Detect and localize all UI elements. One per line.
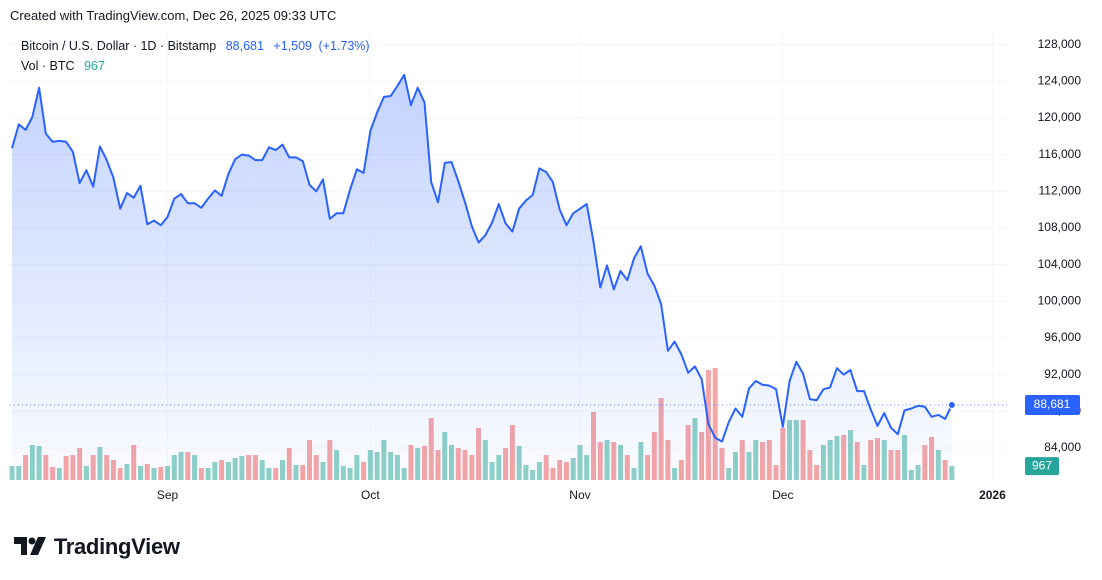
- brand-logo: TradingView: [14, 532, 180, 560]
- volume-name: Vol · BTC: [21, 59, 75, 73]
- last-volume: 967: [83, 59, 105, 73]
- logo-icon: [14, 537, 46, 555]
- price-change: +1,509: [273, 39, 312, 53]
- price-change-percent: (+1.73%): [318, 39, 370, 53]
- volume-badge-label: 967: [1032, 458, 1052, 472]
- y-tick-label: 124,000: [1038, 73, 1082, 87]
- price-line: [11, 73, 953, 443]
- created-note: Created with TradingView.com, Dec 26, 20…: [10, 8, 337, 23]
- x-tick-label: Nov: [569, 488, 590, 502]
- x-tick-label: Oct: [361, 488, 380, 502]
- y-tick-label: 104,000: [1038, 257, 1082, 271]
- volume-bar: [712, 368, 718, 480]
- last-price-dot: [947, 401, 956, 410]
- price-legend: Bitcoin / U.S. Dollar · 1D · Bitstamp 88…: [21, 39, 376, 53]
- price-area: [12, 74, 952, 481]
- y-tick-label: 96,000: [1044, 330, 1081, 344]
- symbol-name: Bitcoin / U.S. Dollar · 1D · Bitstamp: [21, 39, 217, 53]
- y-tick-label: 120,000: [1038, 110, 1082, 124]
- y-tick-label: 128,000: [1038, 37, 1082, 51]
- x-tick-label: 2026: [979, 488, 1006, 502]
- y-tick-label: 84,000: [1044, 440, 1081, 454]
- x-tick-label: Dec: [772, 488, 793, 502]
- y-tick-label: 112,000: [1039, 183, 1082, 197]
- y-tick-label: 92,000: [1044, 367, 1081, 381]
- last-price-badge-label: 88,681: [1034, 397, 1071, 411]
- x-tick-label: Sep: [157, 488, 179, 502]
- y-tick-label: 116,000: [1039, 147, 1082, 161]
- last-price: 88,681: [225, 39, 264, 53]
- volume-legend: Vol · BTC 967: [21, 59, 111, 73]
- y-tick-label: 100,000: [1038, 293, 1082, 307]
- y-tick-label: 108,000: [1038, 220, 1082, 234]
- logo-text: TradingView: [53, 534, 180, 559]
- last-price-badge: [1025, 395, 1080, 416]
- volume-badge: [1025, 457, 1059, 476]
